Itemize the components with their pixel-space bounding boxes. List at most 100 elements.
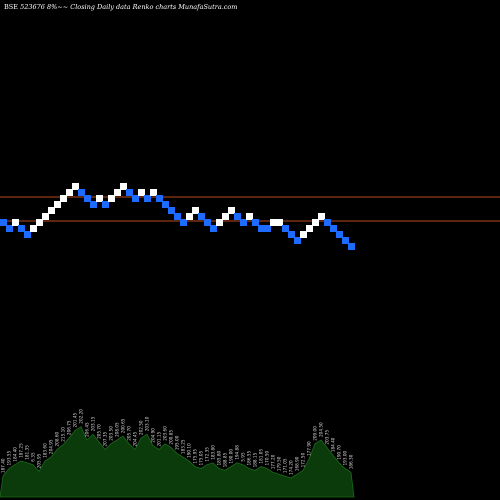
volume-label: 170.50 (265, 451, 270, 466)
volume-label: 208.60 (55, 432, 60, 447)
renko-brick-up (60, 195, 67, 202)
renko-brick-up (108, 195, 115, 202)
volume-label: 209.00 (313, 426, 318, 441)
renko-brick-down (144, 195, 151, 202)
renko-brick-down (252, 219, 259, 226)
renko-brick-down (24, 231, 31, 238)
renko-brick-down (156, 195, 163, 202)
renko-brick-down (162, 201, 169, 208)
renko-brick-down (168, 207, 175, 214)
volume-label: 187.25 (19, 443, 24, 458)
volume-label: 203.75 (325, 430, 330, 445)
volume-label: 193.00 (343, 451, 348, 466)
renko-brick-down (288, 231, 295, 238)
volume-label: 205.95 (37, 453, 42, 468)
volume-label: 204.95 (49, 439, 54, 454)
renko-brick-up (276, 219, 283, 226)
volume-label: 188.85 (223, 452, 228, 467)
renko-brick-up (72, 183, 79, 190)
volume-label: 183.25 (181, 439, 186, 454)
renko-brick-down (180, 219, 187, 226)
volume-label: 188.15 (253, 452, 258, 467)
renko-brick-up (192, 207, 199, 214)
volume-fill (0, 426, 355, 498)
renko-brick-down (282, 225, 289, 232)
volume-label: 181.35 (25, 445, 30, 460)
volume-label: 202.20 (79, 409, 84, 424)
renko-brick-up (318, 213, 325, 220)
volume-label: 5.95 (241, 452, 246, 462)
renko-brick-up (228, 207, 235, 214)
renko-brick-down (336, 231, 343, 238)
chart-caption: 8%~~ Closing Daily data Renko charts Mun… (46, 3, 238, 11)
renko-brick-down (240, 219, 247, 226)
volume-label: 206.45 (85, 422, 90, 437)
renko-brick-down (6, 225, 13, 232)
renko-brick-down (342, 237, 349, 244)
renko-brick-up (30, 225, 37, 232)
volume-label: 172.50 (301, 452, 306, 467)
volume-label: 205.70 (127, 426, 132, 441)
renko-brick-down (348, 243, 355, 250)
renko-brick-up (150, 189, 157, 196)
volume-label: 186.55 (247, 451, 252, 466)
renko-brick-up (54, 201, 61, 208)
renko-brick-up (120, 183, 127, 190)
volume-label: 200.85 (169, 430, 174, 445)
volume-label: 172.35 (205, 447, 210, 462)
resistance-lines (0, 196, 500, 222)
exchange-label: BSE (4, 3, 18, 11)
volume-label: 177.90 (307, 441, 312, 456)
volume-label: 204.50 (319, 422, 324, 437)
volume-label: 193.55 (7, 451, 12, 466)
renko-brick-down (90, 201, 97, 208)
renko-brick-down (210, 225, 217, 232)
renko-brick-down (84, 195, 91, 202)
volume-label: 174.20 (289, 460, 294, 475)
renko-brick-up (48, 207, 55, 214)
volume-label: 181.05 (259, 449, 264, 464)
renko-brick-up (12, 219, 19, 226)
renko-brick-down (258, 225, 265, 232)
renko-bricks (0, 183, 355, 250)
volume-label: 186.30 (349, 454, 354, 469)
renko-brick-down (264, 225, 271, 232)
volume-label: 177.20 (271, 454, 276, 469)
volume-label: 183.60 (43, 443, 48, 458)
volume-label: 190.70 (337, 445, 342, 460)
renko-brick-down (324, 219, 331, 226)
renko-brick-up (42, 213, 49, 220)
volume-label: 203.10 (145, 416, 150, 431)
volume-label: 179.50 (277, 456, 282, 471)
volume-label: 168.90 (295, 456, 300, 471)
renko-brick-down (330, 225, 337, 232)
renko-brick-up (222, 213, 229, 220)
volume-label: 204.45 (133, 432, 138, 447)
renko-brick-up (138, 189, 145, 196)
volume-label: 203.15 (91, 416, 96, 431)
renko-brick-up (246, 213, 253, 220)
volume-label: 201.15 (157, 432, 162, 447)
volume-label: 206.75 (67, 420, 72, 435)
volume-label: 203.50 (109, 426, 114, 441)
volume-label: 184.40 (13, 447, 18, 462)
volume-label: 190.10 (187, 443, 192, 458)
volume-label: 208.05 (115, 422, 120, 437)
renko-brick-up (216, 219, 223, 226)
volume-label: 195.00 (175, 435, 180, 450)
volume-label: 184.40 (331, 437, 336, 452)
volume-label: 175.95 (193, 449, 198, 464)
renko-brick-down (204, 219, 211, 226)
renko-brick-up (36, 219, 43, 226)
renko-brick-down (234, 213, 241, 220)
volume-label: 6.35 (31, 452, 36, 462)
renko-brick-down (132, 195, 139, 202)
renko-brick-up (66, 189, 73, 196)
volume-label: 187.40 (1, 458, 6, 473)
renko-brick-up (300, 231, 307, 238)
renko-brick-down (294, 237, 301, 244)
volume-label: 201.45 (73, 413, 78, 428)
